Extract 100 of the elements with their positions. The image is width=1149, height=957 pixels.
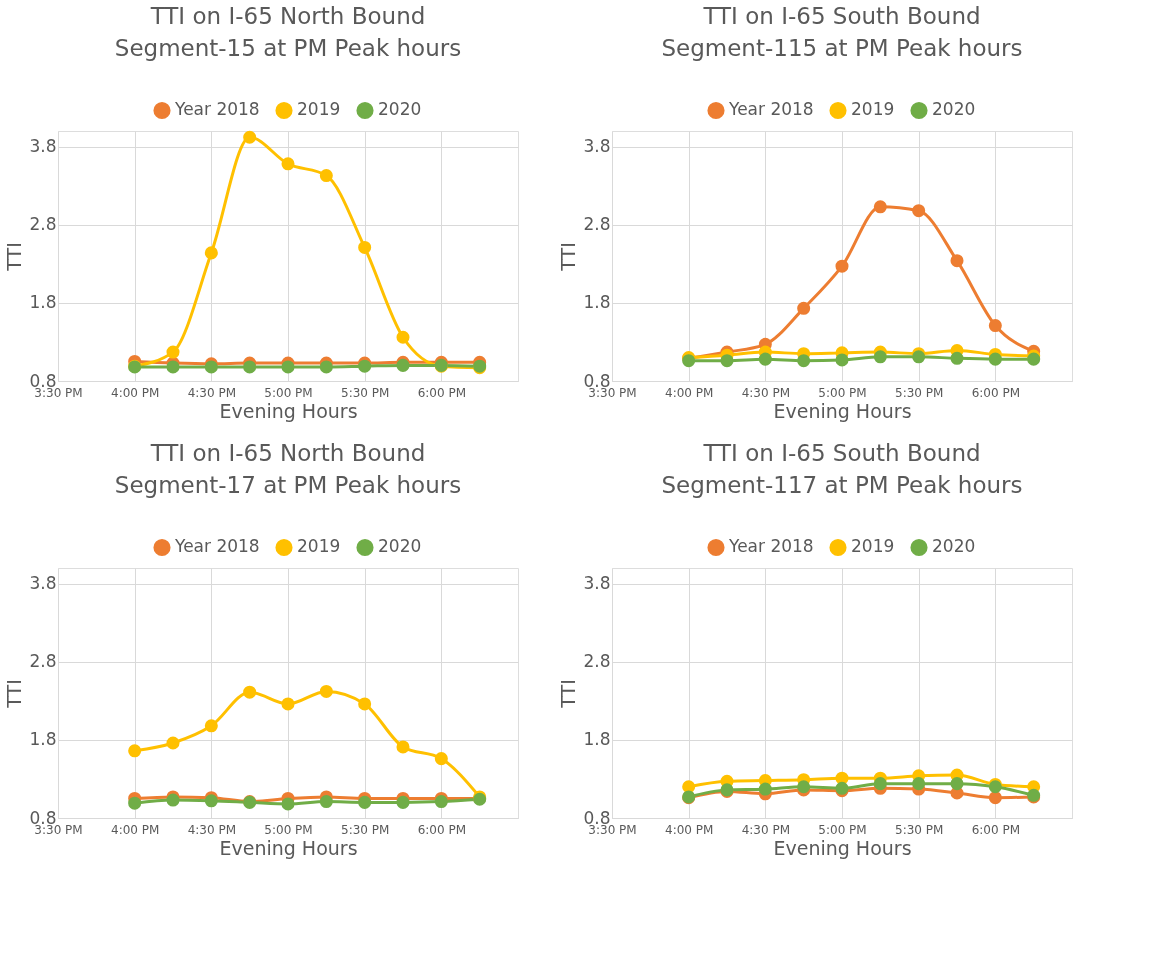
legend-label: 2019 bbox=[297, 99, 341, 120]
point bbox=[434, 752, 448, 766]
point bbox=[319, 795, 333, 809]
point bbox=[758, 782, 772, 796]
x-tick-label: 4:30 PM bbox=[741, 822, 791, 837]
point bbox=[873, 350, 887, 364]
point bbox=[358, 795, 372, 809]
y-tick-label: 1.8 bbox=[29, 729, 57, 750]
x-axis-title: Evening Hours bbox=[219, 836, 358, 859]
y-axis-title: TTI bbox=[3, 679, 26, 709]
x-tick-label: 5:00 PM bbox=[264, 385, 313, 400]
point bbox=[243, 685, 257, 699]
point bbox=[319, 169, 333, 183]
point bbox=[797, 301, 811, 315]
point bbox=[166, 345, 180, 359]
chart-title: TTI on I-65 North Bound Segment-17 at PM Peak hours bbox=[114, 440, 462, 498]
legend-label: Year 2018 bbox=[728, 99, 814, 120]
point bbox=[988, 791, 1002, 805]
point bbox=[281, 697, 295, 711]
y-tick-label: 1.8 bbox=[583, 729, 611, 750]
point bbox=[166, 736, 180, 750]
y-axis-title: TTI bbox=[3, 242, 26, 272]
x-axis-title: Evening Hours bbox=[773, 836, 912, 859]
x-tick-label: 5:30 PM bbox=[340, 822, 390, 837]
point bbox=[758, 352, 772, 366]
point bbox=[950, 351, 964, 365]
x-tick-label: 4:00 PM bbox=[664, 822, 714, 837]
x-tick-label: 4:00 PM bbox=[110, 385, 160, 400]
point bbox=[797, 354, 811, 368]
point bbox=[358, 697, 372, 711]
y-tick-label: 3.8 bbox=[583, 573, 611, 594]
y-tick-label: 1.8 bbox=[29, 292, 57, 313]
y-tick-label: 3.8 bbox=[29, 573, 57, 594]
y-axis-title: TTI bbox=[557, 679, 580, 709]
y-axis-title: TTI bbox=[557, 242, 580, 272]
x-axis-title: Evening Hours bbox=[219, 399, 358, 422]
x-tick-label: 5:00 PM bbox=[818, 385, 867, 400]
legend-label: 2019 bbox=[851, 536, 895, 557]
point bbox=[950, 254, 964, 268]
legend-label: Year 2018 bbox=[728, 536, 814, 557]
legend-label: Year 2018 bbox=[174, 536, 260, 557]
point bbox=[873, 200, 887, 214]
x-tick-label: 5:30 PM bbox=[340, 385, 390, 400]
point bbox=[204, 719, 218, 733]
legend-label: 2020 bbox=[378, 536, 422, 557]
x-tick-label: 6:00 PM bbox=[971, 822, 1021, 837]
point bbox=[204, 246, 218, 260]
point bbox=[912, 777, 926, 791]
x-tick-label: 4:00 PM bbox=[664, 385, 714, 400]
chart-title: TTI on I-65 South Bound Segment-117 at PM Peak hours bbox=[661, 440, 1023, 498]
y-tick-label: 3.8 bbox=[29, 136, 57, 157]
x-tick-label: 5:30 PM bbox=[894, 385, 944, 400]
point bbox=[166, 360, 180, 374]
x-tick-label: 4:30 PM bbox=[187, 385, 237, 400]
point bbox=[396, 795, 410, 809]
x-tick-label: 6:00 PM bbox=[417, 822, 467, 837]
x-tick-label: 4:00 PM bbox=[110, 822, 160, 837]
chart-title: TTI on I-65 South Bound Segment-115 at PM Peak hours bbox=[661, 3, 1023, 61]
point bbox=[128, 744, 142, 758]
y-tick-label: 2.8 bbox=[29, 651, 57, 672]
point bbox=[319, 684, 333, 698]
point bbox=[396, 330, 410, 344]
point bbox=[950, 777, 964, 791]
point bbox=[243, 360, 257, 374]
point bbox=[835, 259, 849, 273]
y-tick-label: 2.8 bbox=[583, 214, 611, 235]
point bbox=[281, 797, 295, 811]
x-tick-label: 6:00 PM bbox=[971, 385, 1021, 400]
x-tick-label: 6:00 PM bbox=[417, 385, 467, 400]
legend-label: 2019 bbox=[851, 99, 895, 120]
point bbox=[835, 353, 849, 367]
x-tick-label: 5:00 PM bbox=[264, 822, 313, 837]
chart-title: TTI on I-65 North Bound Segment-15 at PM Peak hours bbox=[114, 3, 462, 61]
y-tick-label: 2.8 bbox=[583, 651, 611, 672]
point bbox=[873, 777, 887, 791]
y-tick-label: 2.8 bbox=[29, 214, 57, 235]
x-axis-title: Evening Hours bbox=[773, 399, 912, 422]
legend-label: Year 2018 bbox=[174, 99, 260, 120]
y-tick-label: 3.8 bbox=[583, 136, 611, 157]
y-tick-label: 1.8 bbox=[583, 292, 611, 313]
point bbox=[720, 354, 734, 368]
point bbox=[281, 157, 295, 171]
legend-label: 2020 bbox=[932, 536, 976, 557]
point bbox=[912, 204, 926, 218]
point bbox=[988, 352, 1002, 366]
point bbox=[396, 740, 410, 754]
point bbox=[988, 319, 1002, 333]
x-tick-label: 4:30 PM bbox=[741, 385, 791, 400]
point bbox=[434, 795, 448, 809]
x-tick-label: 5:00 PM bbox=[818, 822, 867, 837]
point bbox=[243, 130, 257, 144]
x-tick-label: 5:30 PM bbox=[894, 822, 944, 837]
legend-label: 2020 bbox=[932, 99, 976, 120]
x-tick-label: 4:30 PM bbox=[187, 822, 237, 837]
point bbox=[281, 360, 295, 374]
legend-label: 2019 bbox=[297, 536, 341, 557]
point bbox=[319, 360, 333, 374]
point bbox=[358, 240, 372, 254]
point bbox=[128, 796, 142, 810]
legend-label: 2020 bbox=[378, 99, 422, 120]
